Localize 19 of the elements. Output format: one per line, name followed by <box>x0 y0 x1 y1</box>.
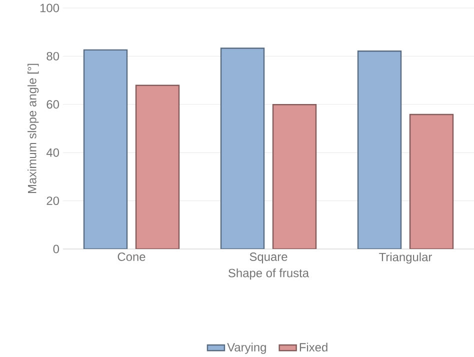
x-tick-label: Cone <box>118 252 146 261</box>
bar <box>135 84 180 249</box>
bar <box>357 50 402 249</box>
y-tick-label: 60 <box>46 100 60 109</box>
x-tick-label: Square <box>250 252 288 264</box>
y-axis-title: Maximum slope angle [°] <box>28 64 39 194</box>
bar <box>220 48 265 249</box>
bar <box>83 49 128 249</box>
bar <box>272 104 317 249</box>
x-tick-label: Triangular <box>379 252 432 264</box>
y-tick-label: 100 <box>40 4 60 12</box>
legend-label: Varying <box>227 342 266 354</box>
y-tick-label: 0 <box>53 244 60 254</box>
bar <box>409 114 454 249</box>
y-tick-label: 80 <box>46 52 60 60</box>
x-axis-title: Shape of frusta <box>228 268 310 280</box>
y-tick-label: 40 <box>46 148 60 157</box>
legend-label: Fixed <box>300 342 328 352</box>
y-tick-label: 20 <box>46 196 60 206</box>
